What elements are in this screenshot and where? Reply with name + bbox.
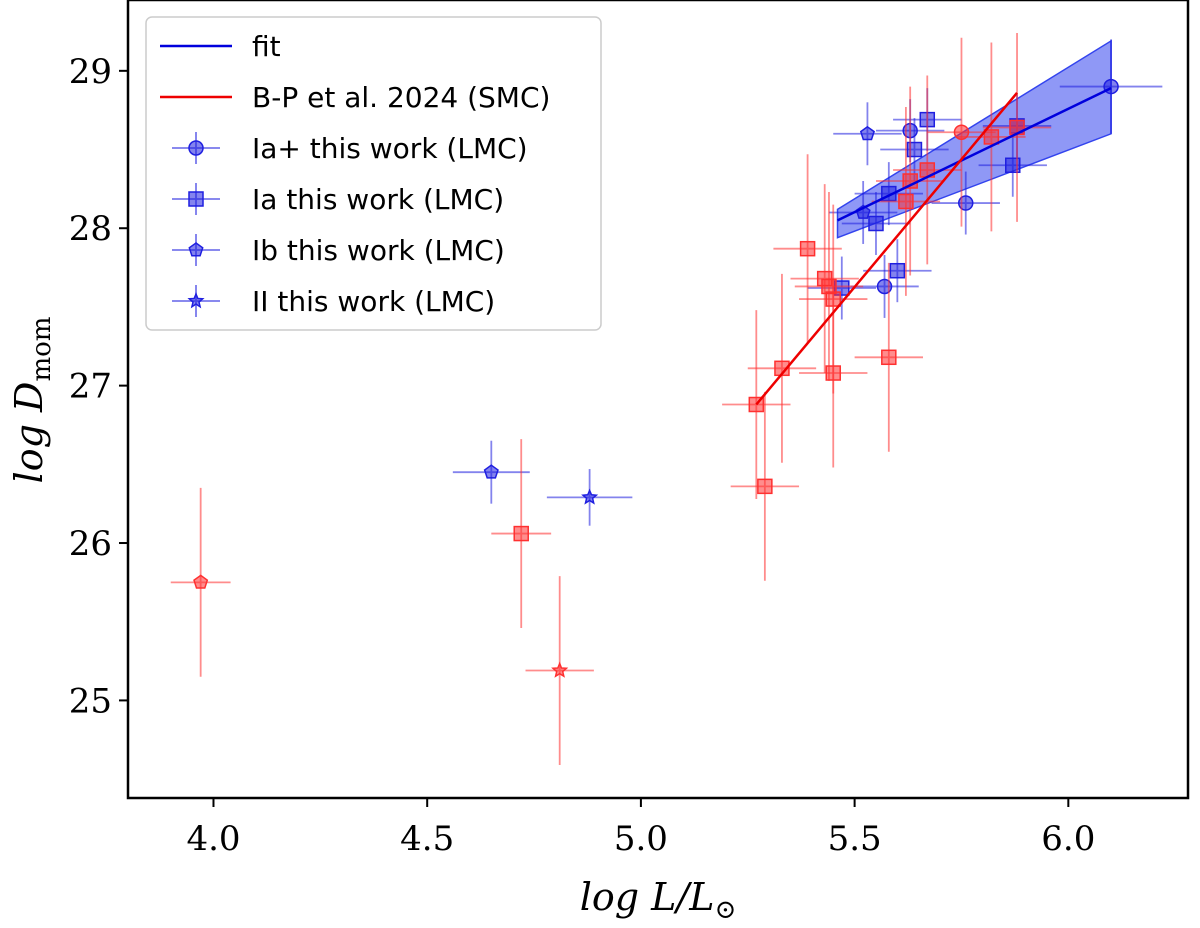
data-point [881,349,897,366]
x-tick-label: 6.0 [1041,819,1095,859]
data-point [799,240,816,257]
legend-marker [188,242,204,257]
data-point [953,124,970,140]
x-tick-label: 4.0 [186,819,240,859]
x-tick-label: 5.5 [828,819,882,859]
legend-label: Ia this work (LMC) [252,183,504,216]
legend-label: Ia+ this work (LMC) [252,132,528,165]
legend-marker [188,140,204,156]
data-point [983,129,1000,145]
legend-entry: Ib this work (LMC) [172,234,505,267]
data-point [825,365,841,381]
y-axis-title-main: log D [7,382,51,484]
data-point [581,488,599,505]
legend-entry: Ia+ this work (LMC) [172,132,528,165]
legend-box [145,16,602,331]
fit-line [836,87,1112,222]
plot-area [170,33,1163,765]
y-tick-label: 28 [69,209,112,249]
legend-marker [187,292,205,309]
legend-marker [188,191,204,207]
data-point [757,478,773,495]
x-tick-label: 5.0 [614,819,668,859]
x-axis-title-main: log L/L [580,875,715,919]
bp-2024-line [755,92,1018,406]
y-tick-label: 27 [69,367,112,407]
y-axis-title-sub: mom [27,317,57,382]
y-tick-label: 29 [69,52,112,92]
data-point [898,193,914,210]
data-point [859,125,875,141]
legend-label: B-P et al. 2024 (SMC) [252,81,550,114]
data-point [193,574,209,589]
data-point [551,661,569,678]
y-tick-label: 26 [69,524,112,564]
legend-entry: II this work (LMC) [172,285,495,318]
legend-entry: Ia this work (LMC) [172,183,504,216]
legend-entry: fit [160,30,281,63]
legend-label: II this work (LMC) [252,285,495,318]
axis-ticks: 4.0 4.5 5.0 5.5 6.0 25 26 27 28 29 [69,52,1096,859]
plot-frame [126,0,1190,800]
x-axis-title-sub: ⊙ [714,895,736,925]
data-point [868,215,884,232]
x-tick-label: 4.5 [400,819,454,859]
data-point [483,464,499,479]
y-tick-label: 25 [69,681,112,721]
legend-label: fit [252,30,281,63]
legend: fit B-P et al. 2024 (SMC) Ia+ this work (L… [145,16,602,331]
x-axis-title: log L/L⊙ [580,875,737,925]
legend-entry: B-P et al. 2024 (SMC) [160,81,550,114]
legend-label: Ib this work (LMC) [252,234,505,267]
data-point [889,262,906,279]
data-point [513,525,529,542]
y-axis-title: log Dmom [7,317,57,484]
